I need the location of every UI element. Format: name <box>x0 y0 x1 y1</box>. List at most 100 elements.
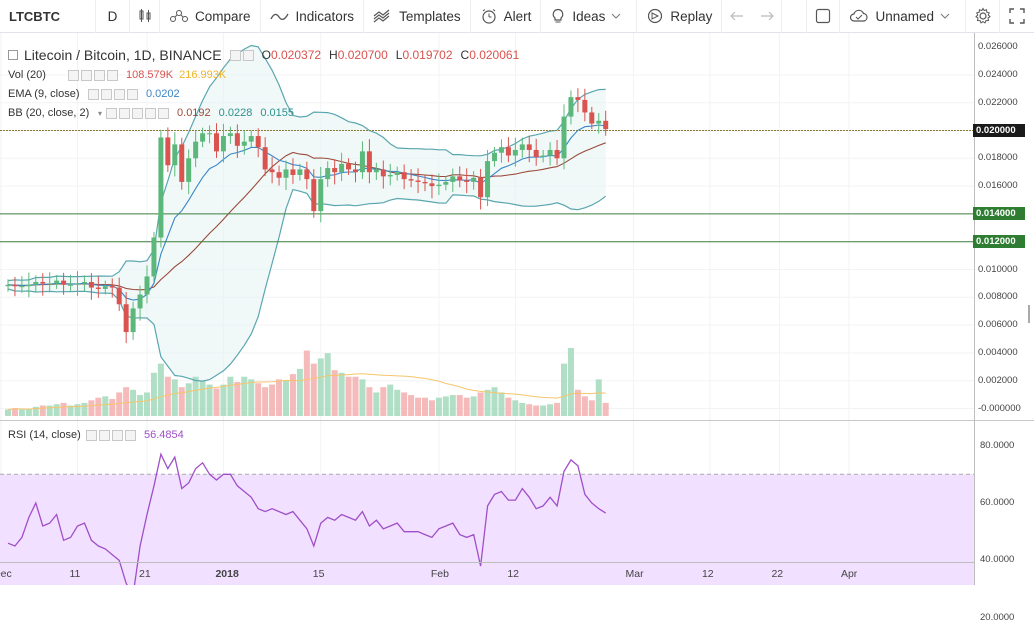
candle-body <box>207 133 213 135</box>
alert-label: Alert <box>503 8 532 24</box>
candle-body <box>214 133 219 152</box>
vol-value-2: 216.993K <box>179 69 227 81</box>
candle-body <box>12 284 18 287</box>
candle-body <box>471 177 477 182</box>
symbol-search[interactable]: LTCBTC <box>0 0 96 33</box>
volume-bar <box>241 376 248 416</box>
indicators-label: Indicators <box>295 8 355 24</box>
time-axis-label: Mar <box>625 568 644 580</box>
vol-buttons[interactable] <box>68 69 120 81</box>
close-label: C <box>460 48 470 62</box>
volume-bar <box>595 379 602 416</box>
candle-body <box>387 174 393 177</box>
candle-body <box>394 172 400 175</box>
redo-button[interactable] <box>752 0 783 33</box>
vol-legend: Vol (20) 108.579K 216.993K <box>8 69 226 81</box>
top-toolbar: LTCBTC D Compare Indicators Templates Al… <box>0 0 1034 33</box>
layout-button[interactable]: Unnamed <box>840 0 966 33</box>
time-axis-label: 12 <box>701 568 714 580</box>
chart-area[interactable]: Litecoin / Bitcoin, 1D, BINANCE O 0.02037… <box>0 33 1034 623</box>
candle-body <box>359 151 365 173</box>
candle-body <box>450 176 456 182</box>
candle-body <box>582 99 588 113</box>
bollinger-basis-line <box>7 142 606 291</box>
indicators-button[interactable]: Indicators <box>261 0 365 33</box>
compare-icon <box>170 10 188 22</box>
price-axis-label: 0.002000 <box>978 374 1018 386</box>
candle-body <box>547 149 553 156</box>
volume-bar <box>331 370 338 416</box>
fullscreen-select-button[interactable] <box>806 0 841 33</box>
volume-bar <box>505 397 512 416</box>
interval-selector[interactable]: D <box>96 0 130 33</box>
indicators-icon <box>269 13 289 21</box>
volume-bar <box>554 402 561 416</box>
candle-body <box>26 284 32 287</box>
collapse-legend-icon[interactable] <box>8 50 18 60</box>
candle-body <box>158 137 164 238</box>
candle-body <box>408 179 414 181</box>
lightbulb-icon <box>553 8 564 23</box>
volume-bar <box>234 381 241 416</box>
fullscreen-button[interactable] <box>1000 0 1034 33</box>
volume-bar <box>185 383 192 416</box>
volume-bar <box>25 409 32 416</box>
rsi-buttons[interactable] <box>86 429 138 441</box>
candle-body <box>255 136 261 148</box>
price-axis-label: 0.008000 <box>978 291 1018 303</box>
chart-canvas[interactable] <box>0 33 1034 585</box>
candle-body <box>297 169 303 175</box>
volume-bar <box>192 376 199 416</box>
candle-body <box>422 181 428 184</box>
time-axis-label: Apr <box>840 568 858 580</box>
ema-buttons[interactable] <box>88 88 140 100</box>
candle-body <box>596 120 602 124</box>
high-label: H <box>329 48 338 62</box>
settings-button[interactable] <box>966 0 1000 33</box>
vol-value-1: 108.579K <box>126 69 174 81</box>
candle-body <box>575 97 581 100</box>
main-legend: Litecoin / Bitcoin, 1D, BINANCE O 0.02037… <box>8 47 527 63</box>
candle-body <box>603 120 609 130</box>
volume-bar <box>248 379 255 416</box>
bb-legend: BB (20, close, 2) ▾ 0.0192 0.0228 0.0155 <box>8 107 294 119</box>
volume-bar <box>401 392 408 416</box>
volume-ma-line <box>7 373 606 410</box>
undo-button[interactable] <box>722 0 752 33</box>
volume-bar <box>581 396 588 416</box>
volume-bar <box>283 380 289 416</box>
bb-buttons[interactable] <box>106 107 171 119</box>
chart-style-button[interactable] <box>130 0 160 33</box>
replay-button[interactable]: Replay <box>637 0 723 33</box>
volume-bar <box>491 387 498 416</box>
candle-body <box>19 286 25 288</box>
volume-bar <box>150 372 157 416</box>
high-value: 0.020700 <box>337 48 388 62</box>
candle-body <box>5 284 11 287</box>
candle-body <box>380 169 386 177</box>
price-axis-label: 0.022000 <box>978 96 1018 108</box>
time-axis-label: Dec <box>0 568 12 580</box>
bb-dropdown-icon[interactable]: ▾ <box>98 108 103 118</box>
price-axis-label: 0.026000 <box>978 41 1018 53</box>
volume-bar <box>206 384 213 416</box>
symbol-title: Litecoin / Bitcoin, 1D, BINANCE <box>24 47 222 63</box>
compare-button[interactable]: Compare <box>160 0 261 33</box>
candle-body <box>492 152 497 162</box>
volume-bar <box>18 409 25 416</box>
candle-body <box>436 184 442 187</box>
alert-button[interactable]: Alert <box>471 0 542 33</box>
ideas-button[interactable]: Ideas <box>541 0 638 33</box>
time-axis-label: 2018 <box>215 568 239 580</box>
candle-body <box>561 116 567 159</box>
templates-button[interactable]: Templates <box>364 0 471 33</box>
volume-bar <box>269 384 276 416</box>
candle-body <box>401 172 407 180</box>
candle-body <box>68 284 74 286</box>
candle-body <box>234 133 240 146</box>
volume-bar <box>380 387 387 416</box>
legend-buttons[interactable] <box>229 49 256 61</box>
open-value: 0.020372 <box>270 48 322 62</box>
volume-bar <box>373 392 380 416</box>
templates-icon <box>373 9 390 23</box>
